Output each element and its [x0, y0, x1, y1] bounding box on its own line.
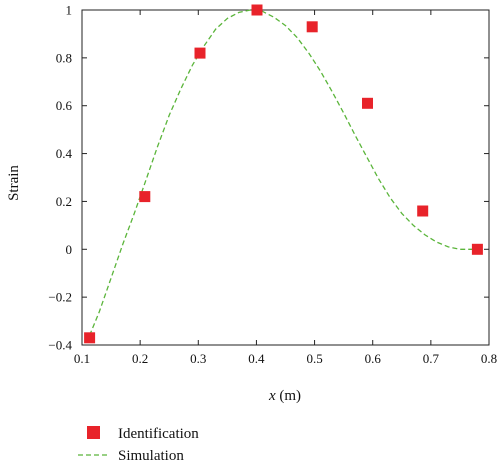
identification-point: [139, 191, 151, 203]
x-axis-unit: (m): [276, 388, 301, 404]
plot-frame: [81, 9, 490, 346]
legend: Identification Simulation: [78, 426, 199, 464]
y-tick-labels: −0.4 −0.2 0 0.2 0.4 0.6 0.8 1: [48, 3, 72, 353]
x-tick-label: 0.4: [248, 351, 265, 366]
identification-point: [471, 243, 483, 255]
x-axis-variable: x: [268, 388, 276, 404]
x-tick-label: 0.8: [481, 351, 497, 366]
identification-point: [362, 97, 373, 109]
x-axis-title: x (m): [268, 388, 301, 404]
y-tick-label: 0.6: [56, 98, 73, 113]
x-tick-label: 0.1: [74, 351, 90, 366]
identification-point: [306, 21, 318, 33]
simulation-line: [88, 9, 478, 336]
y-tick-label: 0.4: [56, 146, 73, 161]
legend-label-simulation: Simulation: [118, 448, 184, 464]
y-tick-label: 0.2: [56, 194, 72, 209]
x-tick-label: 0.6: [365, 351, 382, 366]
x-tick-label: 0.2: [132, 351, 148, 366]
y-tick-label: −0.2: [48, 290, 72, 305]
y-tick-label: 1: [66, 3, 73, 18]
x-tick-label: 0.7: [423, 351, 440, 366]
identification-point: [84, 332, 96, 344]
identification-point: [251, 4, 263, 16]
y-tick-label: 0: [66, 242, 73, 257]
identification-point: [194, 47, 206, 59]
legend-marker-identification: [87, 426, 100, 439]
y-tick-label: −0.4: [48, 338, 72, 353]
y-axis-title: Strain: [6, 165, 22, 201]
y-tick-label: 0.8: [56, 50, 72, 65]
legend-label-identification: Identification: [118, 426, 199, 442]
tick-marks: [81, 9, 490, 346]
plot-area: [81, 9, 490, 346]
x-tick-label: 0.3: [190, 351, 206, 366]
series: [84, 4, 483, 344]
x-tick-label: 0.5: [306, 351, 322, 366]
x-tick-labels: 0.1 0.2 0.3 0.4 0.5 0.6 0.7 0.8: [74, 351, 497, 366]
identification-point: [417, 205, 429, 217]
